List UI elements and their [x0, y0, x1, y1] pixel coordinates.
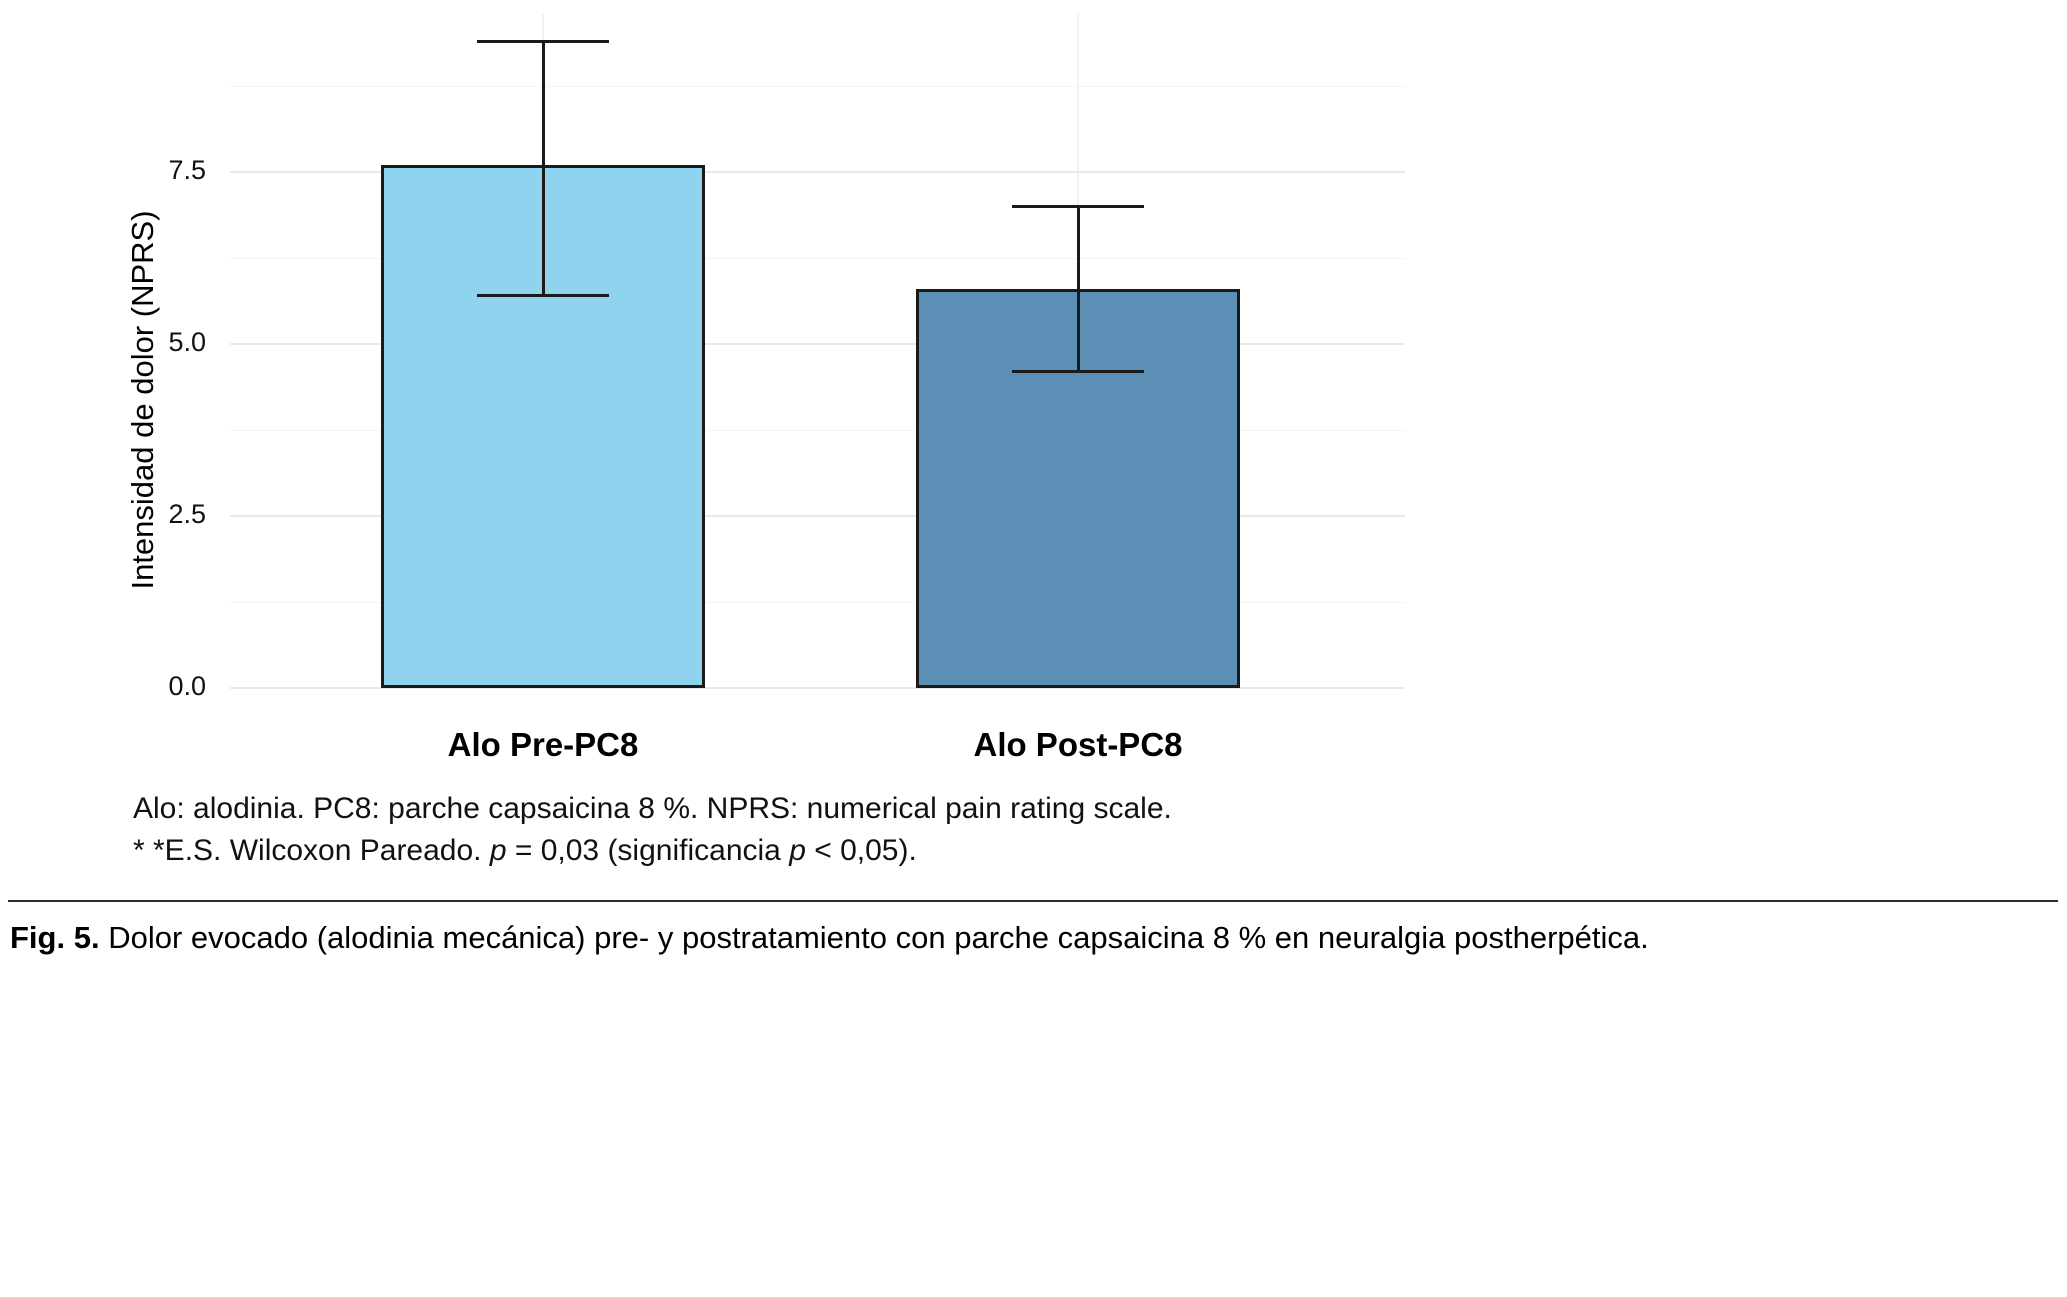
caption-text: Dolor evocado (alodinia mecánica) pre- y…: [99, 920, 1649, 955]
y-tick-label: 0.0: [168, 671, 206, 701]
minor-gridline: [230, 257, 1405, 259]
x-category-label: Alo Pre-PC8: [447, 726, 639, 763]
footnote-stats-part: * *E.S. Wilcoxon Pareado.: [133, 834, 490, 867]
x-category-label: Alo Post-PC8: [973, 726, 1183, 763]
figure-footnotes: Alo: alodinia. PC8: parche capsaicina 8 …: [133, 788, 1172, 872]
major-gridline: [230, 687, 1405, 689]
footnote-abbreviations: Alo: alodinia. PC8: parche capsaicina 8 …: [133, 792, 1172, 825]
error-bar-cap-bottom: [1012, 370, 1144, 374]
major-gridline: [230, 171, 1405, 173]
y-tick-label: 2.5: [168, 499, 206, 529]
y-tick-label: 5.0: [168, 327, 206, 357]
error-bar-cap-top: [477, 39, 609, 43]
minor-gridline: [230, 601, 1405, 603]
minor-gridline: [230, 429, 1405, 431]
figure-label: Fig. 5.: [10, 920, 100, 955]
error-bar-cap-bottom: [477, 294, 609, 298]
footnote-stats-p: p: [489, 834, 507, 867]
error-bar-cap-top: [1012, 204, 1144, 208]
major-gridline: [230, 343, 1405, 345]
y-tick-label: 7.5: [168, 155, 206, 185]
caption-divider: [8, 900, 2058, 902]
major-gridline: [230, 515, 1405, 517]
footnote-stats-part: = 0,03 (significancia: [506, 834, 790, 867]
error-bar-line: [541, 41, 545, 296]
error-bar-line: [1076, 206, 1080, 372]
footnote-stats-p: p: [789, 834, 806, 867]
minor-gridline: [230, 85, 1405, 87]
footnote-stats-part: < 0,05).: [805, 834, 917, 867]
figure-caption: Fig. 5. Dolor evocado (alodinia mecánica…: [10, 918, 2057, 959]
footnote-statistics: * *E.S. Wilcoxon Pareado. p = 0,03 (sign…: [133, 830, 1172, 872]
